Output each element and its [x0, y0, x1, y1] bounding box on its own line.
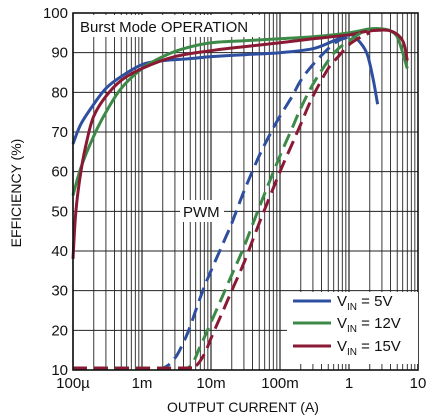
y-tick-label: 70 — [51, 124, 68, 141]
x-tick-label: 10m — [196, 375, 225, 392]
curves — [71, 26, 409, 371]
burst-mode-label: Burst Mode OPERATION — [80, 19, 248, 36]
x-tick-labels: 100µ 1m 10m 100m 1 10 — [56, 375, 426, 392]
x-tick-label: 10 — [410, 375, 427, 392]
y-tick-label: 100 — [43, 5, 68, 22]
pwm-label-bg — [180, 200, 224, 222]
y-axis-label: EFFICIENCY (%) — [8, 139, 24, 248]
series-line-vin5-pwm — [73, 35, 350, 371]
y-tick-label: 90 — [51, 45, 68, 62]
plot-frame — [72, 12, 419, 371]
series-line-vin12-pwm — [72, 27, 371, 370]
y-tick-label: 10 — [51, 362, 68, 379]
x-tick-label: 100m — [261, 375, 299, 392]
legend-label-vin5: VIN = 5V — [337, 293, 392, 313]
y-tick-label: 80 — [51, 84, 68, 101]
y-tick-label: 50 — [51, 203, 68, 220]
pwm-label: PWM — [183, 204, 220, 221]
x-tick-label: 1m — [132, 375, 153, 392]
x-axis-label: OUTPUT CURRENT (A) — [167, 399, 319, 415]
x-tick-label: 1 — [345, 375, 353, 392]
y-tick-labels: 10 20 30 40 50 60 70 80 90 100 — [43, 5, 68, 379]
y-tick-label: 40 — [51, 243, 68, 260]
legend: VIN = 5V VIN = 12V VIN = 15V — [287, 292, 418, 364]
legend-label-vin12: VIN = 12V — [337, 315, 401, 335]
y-tick-label: 20 — [51, 322, 68, 339]
series-line-vin15-burst — [71, 28, 409, 259]
y-tick-label: 30 — [51, 283, 68, 300]
legend-label-vin15: VIN = 15V — [337, 338, 401, 358]
series-line-vin15-pwm — [72, 31, 371, 370]
legend-entry-vin12: VIN = 12V — [293, 315, 401, 335]
legend-bg — [287, 292, 418, 364]
legend-entry-vin15: VIN = 15V — [293, 338, 401, 358]
y-tick-label: 60 — [51, 164, 68, 181]
x-tick-label: 100µ — [56, 375, 90, 392]
burst-label-bg — [77, 15, 261, 37]
legend-entry-vin5: VIN = 5V — [293, 293, 392, 313]
